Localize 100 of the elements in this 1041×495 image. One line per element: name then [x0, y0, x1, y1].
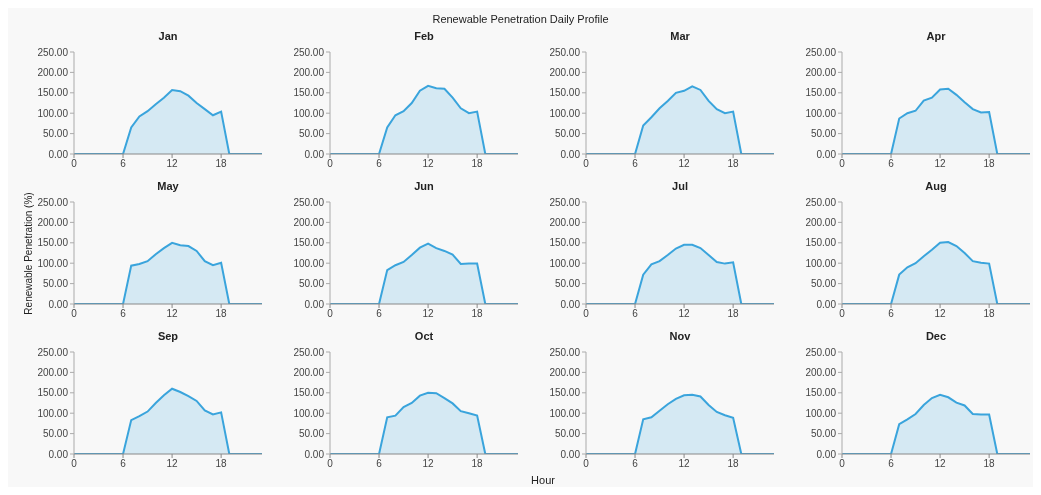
- y-tick-label: 250.00: [37, 46, 69, 58]
- x-tick-label: 12: [166, 308, 179, 320]
- y-tick-label: 200.00: [293, 216, 325, 228]
- y-tick-label: 150.00: [805, 237, 837, 249]
- y-tick-label: 250.00: [293, 196, 325, 208]
- y-tick-label: 250.00: [37, 346, 69, 358]
- y-tick-label: 150.00: [293, 87, 325, 99]
- x-tick-label: 0: [327, 458, 334, 470]
- x-tick-label: 12: [422, 308, 435, 320]
- x-tick-label: 0: [71, 458, 78, 470]
- y-tick-label: 0.00: [304, 448, 325, 460]
- y-tick-label: 0.00: [816, 448, 837, 460]
- y-tick-label: 150.00: [549, 387, 581, 399]
- x-tick-label: 0: [583, 158, 590, 170]
- y-tick-label: 250.00: [805, 196, 837, 208]
- y-tick-label: 50.00: [554, 428, 581, 440]
- y-tick-label: 150.00: [805, 87, 837, 99]
- x-tick-label: 6: [120, 458, 127, 470]
- y-tick-label: 0.00: [816, 298, 837, 310]
- y-tick-label: 250.00: [549, 196, 581, 208]
- x-tick-label: 0: [839, 158, 846, 170]
- y-tick-label: 100.00: [805, 407, 837, 419]
- text: Renewable Penetration Daily Profile: [431, 13, 610, 25]
- y-tick-label: 50.00: [298, 278, 325, 290]
- x-tick-label: 0: [327, 308, 334, 320]
- y-tick-label: 250.00: [293, 46, 325, 58]
- y-tick-label: 250.00: [549, 46, 581, 58]
- y-tick-label: 200.00: [549, 366, 581, 378]
- x-tick-label: 18: [471, 308, 484, 320]
- y-tick-label: 100.00: [37, 407, 69, 419]
- x-tick-label: 18: [983, 158, 996, 170]
- x-tick-label: 18: [215, 458, 228, 470]
- x-tick-label: 18: [215, 308, 228, 320]
- chart-title: Mar: [669, 30, 691, 44]
- y-tick-label: 150.00: [37, 237, 69, 249]
- y-tick-label: 0.00: [48, 148, 69, 160]
- y-tick-label: 100.00: [549, 107, 581, 119]
- y-tick-label: 50.00: [298, 128, 325, 140]
- x-tick-label: 6: [632, 458, 639, 470]
- y-tick-label: 100.00: [293, 407, 325, 419]
- y-tick-label: 50.00: [554, 128, 581, 140]
- y-tick-label: 200.00: [293, 366, 325, 378]
- y-tick-label: 0.00: [560, 448, 581, 460]
- chart-title: Feb: [413, 30, 435, 44]
- x-tick-label: 18: [727, 158, 740, 170]
- y-tick-label: 100.00: [293, 107, 325, 119]
- y-tick-label: 100.00: [805, 107, 837, 119]
- y-tick-label: 250.00: [805, 46, 837, 58]
- y-tick-label: 250.00: [37, 196, 69, 208]
- chart-title: Jan: [157, 30, 179, 44]
- x-tick-label: 0: [839, 308, 846, 320]
- x-tick-label: 12: [422, 458, 435, 470]
- y-tick-label: 50.00: [42, 428, 69, 440]
- chart-title: Sep: [156, 330, 180, 344]
- x-tick-label: 12: [166, 158, 179, 170]
- x-axis-title: Hour: [530, 474, 556, 486]
- x-tick-label: 12: [422, 158, 435, 170]
- x-tick-label: 0: [327, 158, 334, 170]
- x-tick-label: 18: [471, 158, 484, 170]
- x-tick-label: 6: [888, 308, 895, 320]
- y-tick-label: 150.00: [805, 387, 837, 399]
- x-tick-label: 12: [678, 308, 691, 320]
- y-tick-label: 100.00: [805, 257, 837, 269]
- x-tick-label: 12: [678, 458, 691, 470]
- y-tick-label: 200.00: [805, 66, 837, 78]
- x-tick-label: 18: [727, 458, 740, 470]
- y-tick-label: 50.00: [42, 278, 69, 290]
- y-tick-label: 100.00: [549, 407, 581, 419]
- y-tick-label: 0.00: [560, 298, 581, 310]
- y-tick-label: 0.00: [48, 298, 69, 310]
- y-tick-label: 250.00: [549, 346, 581, 358]
- y-tick-label: 150.00: [293, 387, 325, 399]
- x-tick-label: 12: [934, 308, 947, 320]
- chart-title: Jun: [413, 180, 435, 194]
- y-tick-label: 200.00: [549, 66, 581, 78]
- y-tick-label: 50.00: [298, 428, 325, 440]
- y-tick-label: 250.00: [293, 346, 325, 358]
- y-tick-label: 100.00: [37, 257, 69, 269]
- x-tick-label: 18: [471, 458, 484, 470]
- x-tick-label: 6: [888, 458, 895, 470]
- x-tick-label: 6: [888, 158, 895, 170]
- x-tick-label: 12: [166, 458, 179, 470]
- x-tick-label: 0: [71, 158, 78, 170]
- y-tick-label: 50.00: [42, 128, 69, 140]
- y-tick-label: 0.00: [48, 448, 69, 460]
- chart-title: Dec: [924, 330, 948, 344]
- chart-title: Oct: [413, 330, 435, 344]
- y-tick-label: 250.00: [805, 346, 837, 358]
- y-tick-label: 0.00: [816, 148, 837, 160]
- x-tick-label: 6: [632, 158, 639, 170]
- x-tick-label: 0: [583, 458, 590, 470]
- x-tick-label: 12: [678, 158, 691, 170]
- chart-title: May: [157, 180, 179, 192]
- x-tick-label: 6: [632, 308, 639, 320]
- y-tick-label: 200.00: [293, 66, 325, 78]
- x-tick-label: 6: [120, 158, 127, 170]
- y-tick-label: 100.00: [549, 257, 581, 269]
- y-tick-label: 200.00: [37, 66, 69, 78]
- chart-title: Aug: [924, 180, 948, 194]
- y-tick-label: 0.00: [304, 148, 325, 160]
